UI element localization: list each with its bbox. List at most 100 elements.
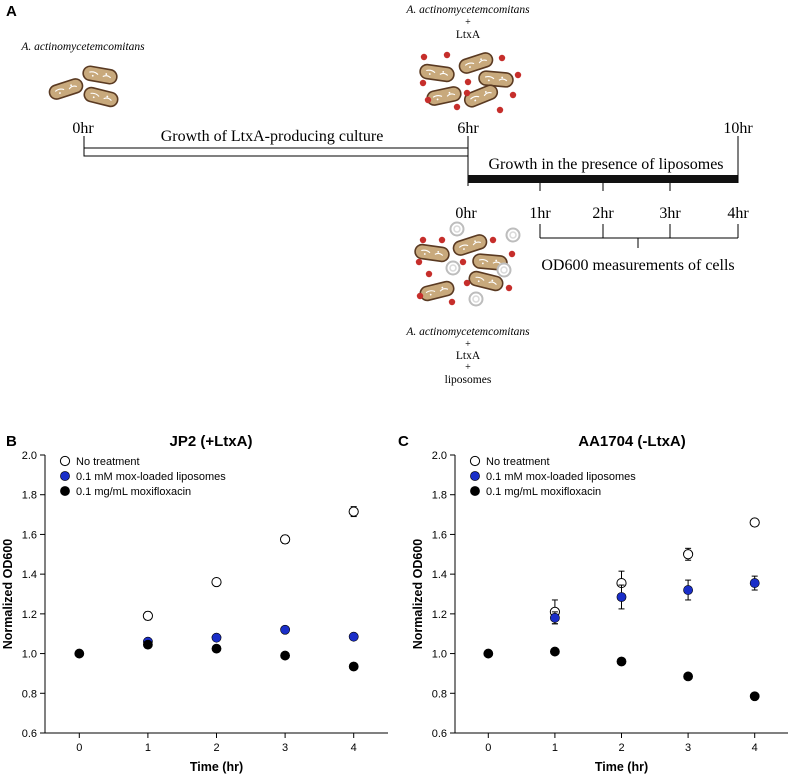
legend-label: No treatment	[76, 456, 140, 468]
legend-label: No treatment	[486, 456, 550, 468]
data-point	[683, 671, 693, 682]
y-tick-label: 0.8	[22, 688, 37, 700]
panel-a-letter: A	[6, 3, 17, 20]
data-point	[280, 624, 290, 635]
ltxa-toxin-dots	[415, 236, 516, 306]
organism-label-initial: A. actinomycetemcomitans	[20, 41, 145, 53]
x-tick-label: 2	[618, 742, 624, 754]
data-point	[211, 643, 222, 654]
legend-label: 0.1 mM mox-loaded liposomes	[76, 471, 226, 483]
data-point	[749, 578, 760, 588]
chart-title: JP2 (+LtxA)	[170, 433, 253, 450]
data-point	[550, 612, 560, 623]
data-point	[616, 656, 627, 667]
bacterium-icon	[477, 69, 515, 89]
x-tick-label: 3	[282, 742, 288, 754]
bacterium-icon	[418, 279, 456, 303]
plus-label-6hr: +	[465, 17, 471, 28]
data-point	[280, 650, 290, 661]
bacteria-cluster-6hr: A. actinomycetemcomitans + LtxA	[405, 4, 530, 114]
legend-marker	[470, 486, 480, 496]
organism-label-liposomes: A. actinomycetemcomitans	[405, 326, 530, 338]
ltxa-toxin-dots	[419, 51, 522, 114]
y-tick-label: 1.6	[22, 529, 37, 541]
data-point	[683, 549, 694, 560]
y-axis-label: Normalized OD600	[1, 539, 15, 650]
measure-time-1: 1hr	[529, 205, 551, 222]
plus-label-2: +	[465, 362, 471, 373]
data-point	[683, 585, 693, 595]
measure-time-2: 2hr	[592, 205, 614, 222]
y-tick-label: 1.8	[22, 490, 37, 502]
ltxa-label-liposomes: LtxA	[456, 350, 481, 362]
x-tick-label: 0	[485, 742, 491, 754]
chart-aa1704: C AA1704 (-LtxA) 0.6 0.8 1.0 1.2 1.4 1.6 1.8 2.0 0…	[398, 433, 788, 774]
y-tick-label: 1.4	[432, 569, 447, 581]
x-tick-label: 0	[76, 742, 82, 754]
measurement-bracket	[539, 224, 739, 248]
measure-time-4: 4hr	[727, 205, 749, 222]
bacterium-icon	[450, 232, 490, 258]
y-tick-label: 1.2	[22, 609, 37, 621]
legend-label: 0.1 mM mox-loaded liposomes	[486, 471, 636, 483]
x-tick-label: 4	[752, 742, 758, 754]
data-point	[142, 610, 153, 621]
y-tick-label: 1.2	[432, 609, 447, 621]
data-point	[550, 646, 560, 657]
bacteria-cluster-initial: A. actinomycetemcomitans	[20, 41, 145, 109]
data-point	[348, 506, 359, 517]
bacterium-icon	[461, 82, 501, 110]
legend-marker	[470, 471, 480, 481]
measurement-ticks	[539, 183, 671, 191]
chart-title: AA1704 (-LtxA)	[578, 433, 686, 450]
data-point	[348, 631, 359, 642]
data-point	[483, 648, 494, 659]
data-point	[211, 632, 222, 643]
bacterium-icon	[418, 62, 456, 84]
bacterium-icon	[46, 76, 86, 102]
data-point	[616, 592, 627, 602]
bacteria-cluster-liposomes: A. actinomycetemcomitans + LtxA + liposo…	[405, 221, 530, 386]
legend-marker	[59, 455, 71, 467]
time-label-0hr: 0hr	[72, 120, 94, 137]
x-tick-label: 4	[351, 742, 357, 754]
data-point	[749, 691, 760, 702]
measure-time-0: 0hr	[455, 205, 477, 222]
data-point	[749, 517, 760, 528]
growth-liposomes-label: Growth in the presence of liposomes	[488, 156, 723, 173]
growth-culture-label: Growth of LtxA-producing culture	[161, 128, 384, 145]
measure-time-3: 3hr	[659, 205, 681, 222]
y-tick-label: 1.0	[22, 649, 37, 661]
data-point	[280, 534, 291, 545]
x-tick-label: 1	[552, 742, 558, 754]
legend-marker	[60, 486, 70, 496]
growth-liposomes-bar	[468, 175, 738, 183]
x-tick-label: 2	[213, 742, 219, 754]
panel-letter: C	[398, 433, 409, 450]
y-tick-label: 1.6	[432, 529, 447, 541]
bacterium-icon	[82, 85, 120, 109]
y-tick-label: 1.4	[22, 569, 37, 581]
organism-label-6hr: A. actinomycetemcomitans	[405, 4, 530, 16]
data-point	[142, 639, 153, 650]
time-label-10hr: 10hr	[723, 120, 753, 137]
bacterium-icon	[425, 84, 463, 108]
od-measurement-label: OD600 measurements of cells	[541, 257, 734, 274]
growth-culture-bar	[83, 147, 469, 157]
panel-letter: B	[6, 433, 17, 450]
chart-jp2: B JP2 (+LtxA) 0.6 0.8 1.0 1.2 1.4 1.6 1.8 2.0 0 1 2 3…	[1, 433, 388, 774]
y-tick-label: 1.8	[432, 490, 447, 502]
y-tick-label: 0.8	[432, 688, 447, 700]
legend-marker	[60, 471, 70, 481]
data-point	[74, 648, 85, 659]
data-point	[348, 661, 359, 672]
ltxa-label-6hr: LtxA	[456, 29, 481, 41]
y-axis-label: Normalized OD600	[411, 539, 425, 650]
x-tick-label: 1	[145, 742, 151, 754]
x-axis-label: Time (hr)	[595, 760, 648, 774]
legend-label: 0.1 mg/mL moxifloxacin	[486, 486, 601, 498]
bacterium-icon	[81, 64, 119, 86]
data-point	[211, 576, 222, 588]
legend-label: 0.1 mg/mL moxifloxacin	[76, 486, 191, 498]
